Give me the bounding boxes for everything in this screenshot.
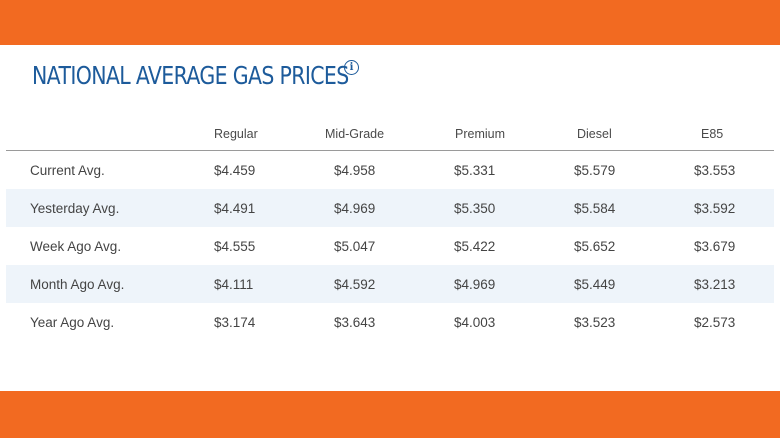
cell-diesel: $3.523 (574, 314, 616, 330)
row-label: Week Ago Avg. (30, 238, 122, 254)
table-header-row: Regular Mid-Grade Premium Diesel E85 (6, 118, 774, 151)
page-title: NATIONAL AVERAGE GAS PRICES (32, 61, 349, 90)
cell-regular: $4.491 (191, 189, 311, 227)
table-row: Year Ago Avg. $3.174 $3.643 $4.003 $3.52… (6, 303, 774, 341)
cell-regular: $4.111 (191, 265, 311, 303)
row-label: Month Ago Avg. (6, 265, 191, 303)
top-banner (0, 0, 780, 45)
cell-regular: $4.459 (214, 162, 256, 178)
table-row: Current Avg. $4.459 $4.958 $5.331 $5.579… (6, 151, 774, 190)
header-mid-grade: Mid-Grade (311, 118, 431, 151)
row-label: Current Avg. (30, 162, 105, 178)
cell-mid-grade: $3.643 (334, 314, 376, 330)
cell-mid-grade: $4.958 (334, 162, 376, 178)
cell-e85: $3.213 (671, 265, 774, 303)
header-premium: Premium (431, 118, 551, 151)
cell-mid-grade: $4.969 (311, 189, 431, 227)
cell-premium: $5.331 (454, 162, 496, 178)
header-diesel: Diesel (551, 118, 671, 151)
table-row: Week Ago Avg. $4.555 $5.047 $5.422 $5.65… (6, 227, 774, 265)
row-label: Year Ago Avg. (30, 314, 115, 330)
cell-e85: $3.553 (694, 162, 736, 178)
cell-mid-grade: $4.592 (311, 265, 431, 303)
bottom-banner (0, 391, 780, 438)
header-regular: Regular (191, 118, 311, 151)
cell-e85: $3.679 (694, 238, 736, 254)
header-e85: E85 (671, 118, 774, 151)
cell-regular: $4.555 (214, 238, 256, 254)
cell-diesel: $5.584 (551, 189, 671, 227)
cell-regular: $3.174 (214, 314, 256, 330)
cell-premium: $4.969 (431, 265, 551, 303)
title-area: NATIONAL AVERAGE GAS PRICES i (32, 58, 418, 94)
row-label: Yesterday Avg. (6, 189, 191, 227)
table-row: Yesterday Avg. $4.491 $4.969 $5.350 $5.5… (6, 189, 774, 227)
table-row: Month Ago Avg. $4.111 $4.592 $4.969 $5.4… (6, 265, 774, 303)
cell-premium: $5.350 (431, 189, 551, 227)
cell-e85: $3.592 (671, 189, 774, 227)
cell-premium: $4.003 (454, 314, 496, 330)
gas-prices-table: Regular Mid-Grade Premium Diesel E85 Cur… (6, 118, 774, 341)
cell-e85: $2.573 (694, 314, 736, 330)
header-label-column (6, 118, 191, 151)
cell-premium: $5.422 (454, 238, 496, 254)
cell-diesel: $5.449 (551, 265, 671, 303)
cell-mid-grade: $5.047 (334, 238, 376, 254)
info-icon[interactable]: i (344, 60, 359, 75)
cell-diesel: $5.579 (574, 162, 616, 178)
cell-diesel: $5.652 (574, 238, 616, 254)
